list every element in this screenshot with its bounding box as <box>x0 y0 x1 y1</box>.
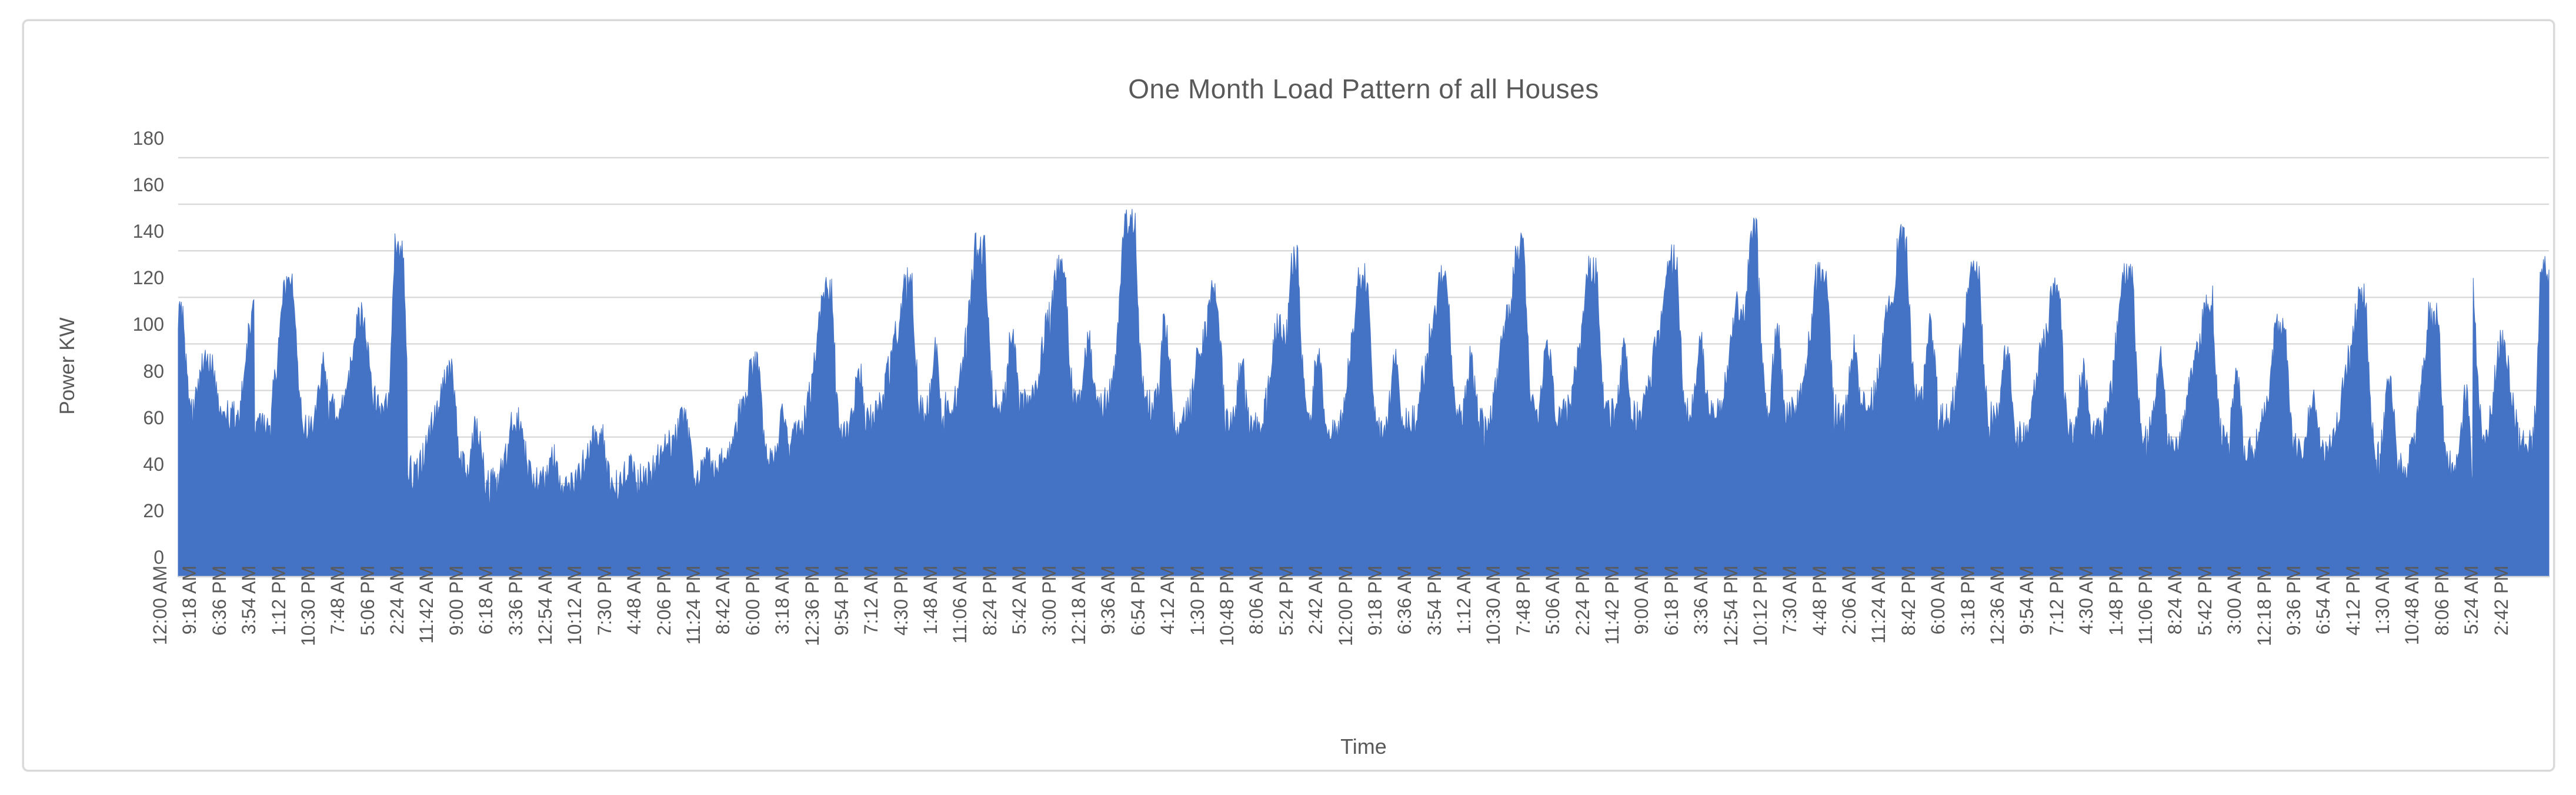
x-tick-label: 3:00 PM <box>1038 566 1060 636</box>
chart-title: One Month Load Pattern of all Houses <box>1128 74 1599 104</box>
x-tick-label: 9:18 PM <box>1364 566 1386 636</box>
x-tick-label: 8:42 AM <box>712 566 734 635</box>
x-tick-label: 11:42 AM <box>416 566 438 644</box>
x-tick-label: 4:48 PM <box>1808 566 1830 636</box>
x-tick-label: 6:36 PM <box>208 566 230 636</box>
x-tick-label: 5:42 AM <box>1009 566 1030 635</box>
y-tick-label: 20 <box>143 500 164 521</box>
x-tick-label: 3:36 AM <box>1690 566 1712 635</box>
y-tick-label: 120 <box>132 267 164 289</box>
x-tick-label: 9:18 AM <box>179 566 201 635</box>
x-tick-label: 11:06 AM <box>949 566 971 644</box>
x-tick-label: 4:12 AM <box>1157 566 1179 635</box>
x-tick-label: 2:24 PM <box>1571 566 1593 636</box>
x-tick-label: 10:12 PM <box>1749 566 1771 646</box>
x-tick-label: 10:48 PM <box>1216 566 1237 646</box>
y-tick-label: 180 <box>132 128 164 149</box>
x-axis-title: Time <box>1340 734 1387 759</box>
x-tick-label: 9:36 AM <box>1097 566 1119 635</box>
y-tick-label: 40 <box>143 453 164 475</box>
x-tick-label: 12:18 PM <box>2253 566 2275 646</box>
x-tick-label: 1:12 PM <box>268 566 289 636</box>
y-tick-label: 60 <box>143 407 164 428</box>
x-tick-label: 3:00 AM <box>2224 566 2245 635</box>
x-tick-label: 8:06 AM <box>1246 566 1267 635</box>
x-tick-label: 9:00 AM <box>1631 566 1653 635</box>
x-tick-label: 7:30 PM <box>593 566 615 636</box>
x-tick-label: 5:24 PM <box>1275 566 1297 636</box>
x-tick-label: 6:18 PM <box>1660 566 1682 636</box>
x-tick-label: 1:48 AM <box>920 566 942 635</box>
x-tick-label: 9:36 PM <box>2283 566 2304 636</box>
x-tick-label: 12:00 PM <box>1334 566 1356 646</box>
x-tick-label: 1:30 AM <box>2372 566 2394 635</box>
x-tick-label: 12:36 AM <box>1987 566 2008 646</box>
y-tick-label: 140 <box>132 221 164 242</box>
y-tick-label: 80 <box>143 360 164 382</box>
y-tick-label: 160 <box>132 174 164 196</box>
x-tick-label: 4:48 AM <box>623 566 645 635</box>
x-tick-label: 6:54 PM <box>1127 566 1149 636</box>
y-tick-label: 0 <box>154 547 164 568</box>
x-tick-label: 3:18 PM <box>1957 566 1978 636</box>
x-tick-label: 8:06 PM <box>2431 566 2452 636</box>
x-tick-label: 7:48 AM <box>327 566 349 635</box>
x-tick-label: 5:24 AM <box>2461 566 2482 635</box>
x-tick-label: 6:00 AM <box>1927 566 1949 635</box>
y-tick-label: 100 <box>132 314 164 335</box>
x-tick-label: 2:06 PM <box>653 566 675 636</box>
x-tick-label: 3:54 AM <box>238 566 260 635</box>
x-tick-label: 2:24 AM <box>386 566 408 635</box>
x-tick-label: 3:36 PM <box>505 566 526 636</box>
x-tick-label: 11:42 PM <box>1601 566 1623 645</box>
x-tick-label: 4:30 AM <box>2076 566 2097 635</box>
x-tick-label: 9:00 PM <box>445 566 467 636</box>
x-tick-label: 5:06 AM <box>1542 566 1564 635</box>
x-tick-label: 7:12 AM <box>860 566 882 635</box>
x-tick-label: 11:06 PM <box>2134 566 2156 645</box>
x-tick-label: 2:06 AM <box>1838 566 1860 635</box>
x-tick-label: 8:24 PM <box>979 566 1000 636</box>
x-tick-label: 1:12 AM <box>1453 566 1475 635</box>
x-tick-label: 5:06 PM <box>356 566 378 636</box>
x-tick-label: 12:54 AM <box>535 566 556 646</box>
x-tick-label: 12:18 AM <box>1068 566 1089 646</box>
x-tick-label: 12:00 AM <box>149 566 171 646</box>
x-tick-label: 3:18 AM <box>772 566 793 635</box>
x-tick-label: 4:12 PM <box>2342 566 2364 636</box>
x-tick-label: 10:48 AM <box>2401 566 2423 646</box>
x-tick-label: 1:48 PM <box>2105 566 2127 636</box>
chart-card: One Month Load Pattern of all Houses Pow… <box>22 19 2555 771</box>
plot-area <box>178 157 2550 578</box>
x-tick-label: 7:12 PM <box>2046 566 2067 636</box>
x-tick-label: 2:42 PM <box>2490 566 2512 636</box>
x-tick-label: 3:54 PM <box>1423 566 1445 636</box>
x-tick-label: 4:30 PM <box>890 566 912 636</box>
x-tick-label: 10:30 PM <box>297 566 319 646</box>
x-tick-label: 6:36 AM <box>1394 566 1416 635</box>
x-tick-label: 10:12 AM <box>564 566 586 646</box>
x-tick-label: 12:36 PM <box>801 566 823 646</box>
x-tick-label: 8:24 AM <box>2164 566 2186 635</box>
x-tick-label: 7:48 PM <box>1512 566 1534 636</box>
x-tick-label: 1:30 PM <box>1186 566 1208 636</box>
x-tick-label: 6:54 AM <box>2313 566 2334 635</box>
x-tick-label: 5:42 PM <box>2194 566 2215 636</box>
x-tick-label: 11:24 AM <box>1868 566 1890 644</box>
x-tick-label: 6:00 PM <box>742 566 763 636</box>
x-tick-label: 6:18 AM <box>475 566 497 635</box>
x-tick-label: 10:30 AM <box>1483 566 1504 646</box>
x-tick-label: 2:42 AM <box>1305 566 1327 635</box>
x-tick-label: 9:54 AM <box>2016 566 2038 635</box>
load-area-series <box>178 208 2550 577</box>
x-tick-label: 11:24 PM <box>682 566 704 645</box>
x-tick-label: 7:30 AM <box>1779 566 1801 635</box>
x-tick-label: 8:42 PM <box>1897 566 1919 636</box>
x-tick-label: 12:54 PM <box>1720 566 1741 646</box>
x-tick-label: 9:54 PM <box>830 566 852 636</box>
